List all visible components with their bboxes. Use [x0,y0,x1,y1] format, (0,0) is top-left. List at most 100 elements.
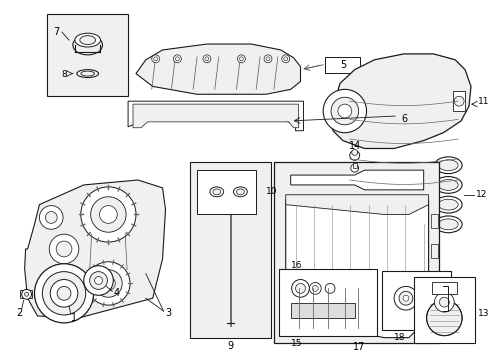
Circle shape [40,206,63,229]
Text: 10: 10 [265,187,277,196]
Bar [273,162,439,343]
Circle shape [49,234,79,264]
Circle shape [426,300,461,336]
Ellipse shape [81,71,94,76]
Circle shape [153,57,157,61]
Circle shape [89,272,107,289]
Circle shape [86,262,130,305]
Ellipse shape [434,157,461,174]
Circle shape [57,287,71,300]
Circle shape [295,283,305,293]
Polygon shape [133,104,298,128]
Bar [430,274,438,287]
Bar [47,14,128,96]
Circle shape [204,57,208,61]
Circle shape [94,276,102,284]
Circle shape [81,187,136,242]
Bar [430,303,438,317]
Ellipse shape [438,160,457,171]
Ellipse shape [434,216,461,233]
Bar [278,269,377,336]
Circle shape [239,57,243,61]
Polygon shape [24,180,165,318]
Circle shape [323,89,366,133]
Circle shape [35,264,93,323]
Bar [352,163,356,168]
Bar [430,215,438,228]
Text: 4: 4 [113,288,119,298]
Circle shape [330,97,358,125]
Bar [382,271,450,330]
Text: 12: 12 [475,190,486,199]
Circle shape [265,57,269,61]
Circle shape [402,295,408,301]
Circle shape [83,266,113,295]
Text: 11: 11 [477,97,488,106]
Circle shape [56,241,72,257]
Polygon shape [290,170,423,190]
Circle shape [291,279,309,297]
Polygon shape [128,101,303,131]
Circle shape [393,287,417,310]
Text: 16: 16 [290,261,302,270]
Circle shape [102,276,115,291]
Bar [190,162,270,338]
Bar [452,91,464,111]
Circle shape [21,289,31,299]
Ellipse shape [434,176,461,193]
Circle shape [398,291,412,305]
Text: 13: 13 [477,309,488,318]
Ellipse shape [209,187,223,197]
Text: 9: 9 [227,341,233,351]
Polygon shape [136,44,300,94]
Text: 5: 5 [339,60,346,70]
Ellipse shape [438,180,457,190]
Circle shape [350,164,358,172]
Circle shape [351,149,357,156]
Circle shape [100,206,117,223]
Ellipse shape [438,199,457,210]
Circle shape [173,55,181,63]
Ellipse shape [75,33,101,47]
Circle shape [227,175,233,181]
Ellipse shape [80,36,95,45]
Text: 17: 17 [353,342,365,352]
Circle shape [312,285,318,291]
Bar [197,170,256,215]
Circle shape [237,55,245,63]
Circle shape [42,272,85,315]
Circle shape [151,55,159,63]
Circle shape [50,279,78,307]
Ellipse shape [434,196,461,213]
Circle shape [264,55,271,63]
Bar [20,291,31,298]
Circle shape [223,171,237,185]
Bar [413,276,474,343]
Circle shape [24,292,28,296]
Bar [325,57,359,73]
Text: 1: 1 [71,313,77,323]
Ellipse shape [438,219,457,230]
Bar [430,244,438,258]
Circle shape [453,96,463,106]
Polygon shape [329,54,470,148]
Bar [290,303,354,318]
Text: 15: 15 [290,339,302,348]
Circle shape [281,55,289,63]
Text: 7: 7 [53,27,59,37]
Polygon shape [285,195,427,215]
Polygon shape [285,200,427,338]
Ellipse shape [77,69,98,77]
Text: 6: 6 [400,114,406,124]
Circle shape [425,291,437,302]
Circle shape [439,297,448,307]
Circle shape [309,283,321,294]
Circle shape [283,57,287,61]
Circle shape [349,150,359,160]
Ellipse shape [236,189,244,195]
Ellipse shape [233,187,247,197]
Circle shape [434,292,453,312]
Circle shape [90,197,126,232]
Bar [431,283,456,294]
Circle shape [45,212,57,223]
